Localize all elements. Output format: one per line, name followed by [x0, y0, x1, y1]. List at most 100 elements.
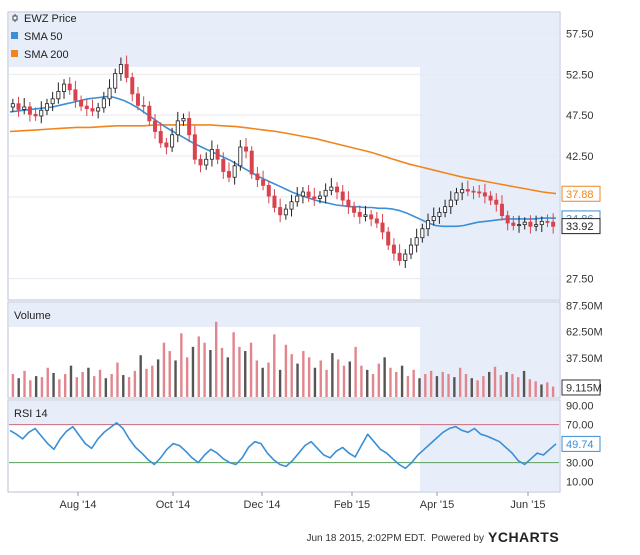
volume-bar: [511, 374, 514, 397]
candle: [454, 187, 459, 206]
volume-bar: [185, 357, 189, 397]
candle-body: [374, 218, 379, 224]
candle-body: [39, 109, 44, 117]
price-tick-label: 52.50: [566, 69, 594, 81]
candle: [448, 191, 453, 215]
legend-item-sma50: SMA 50: [11, 31, 63, 43]
volume-bar: [395, 371, 398, 397]
volume-bar: [488, 371, 491, 397]
volume-bar: [116, 362, 119, 397]
candle-body: [244, 146, 249, 152]
volume-bar: [307, 357, 311, 397]
candle-body: [67, 83, 72, 91]
candle: [329, 178, 334, 196]
candle-body: [477, 191, 482, 194]
candle-body: [249, 150, 254, 175]
candle: [374, 211, 379, 228]
rsi-value-badges: 49.74: [561, 435, 601, 452]
candle: [477, 185, 482, 198]
candle: [118, 57, 123, 81]
candle: [335, 182, 340, 200]
volume-bar: [98, 369, 102, 397]
volume-bar: [482, 376, 485, 397]
candle-body: [50, 98, 55, 105]
candle: [124, 55, 129, 83]
candle: [363, 205, 368, 222]
volume-bar: [354, 346, 357, 397]
candle-body: [300, 191, 305, 197]
candle: [67, 77, 72, 95]
ycharts-logo[interactable]: YCHARTS: [488, 529, 559, 545]
price-tick-label: 42.50: [566, 151, 594, 163]
candle-body: [170, 134, 175, 148]
volume-bar: [180, 333, 183, 397]
volume-bar: [435, 376, 439, 397]
volume-bar: [11, 374, 15, 397]
candle-body: [283, 208, 288, 216]
volume-bar: [331, 353, 334, 397]
legend-item-price: EWZ Price: [12, 13, 77, 25]
volume-bar: [203, 342, 206, 397]
price-badge-text: 33.92: [566, 221, 594, 233]
candle: [465, 180, 470, 197]
candle: [181, 113, 186, 126]
candle-body: [192, 134, 197, 160]
sma50-swatch-icon: [11, 32, 18, 39]
volume-bar: [238, 346, 241, 397]
x-tick-label: Dec '14: [244, 499, 281, 511]
volume-bar: [505, 371, 508, 397]
candle-body: [397, 252, 402, 261]
candle: [170, 127, 175, 152]
candle: [522, 217, 527, 230]
volume-bar: [197, 336, 200, 397]
volume-bar: [267, 362, 270, 397]
volume-bar: [17, 378, 20, 397]
candle: [295, 187, 300, 207]
candle-body: [79, 100, 84, 107]
candle-body: [369, 214, 374, 220]
candle-body: [56, 91, 61, 100]
candle: [391, 238, 396, 261]
candle: [10, 98, 15, 112]
price-gridlines: [9, 32, 559, 280]
volume-bar: [458, 367, 462, 397]
candle-body: [534, 224, 539, 227]
candle: [96, 102, 101, 119]
candle-body: [528, 221, 533, 227]
volume-bar: [209, 350, 212, 397]
candle: [517, 215, 522, 233]
candle-body: [323, 189, 328, 197]
x-tick-label: Aug '14: [60, 499, 97, 511]
price-badge-text: 37.88: [566, 189, 594, 201]
candle: [323, 183, 328, 204]
candle-body: [158, 131, 163, 144]
candle-body: [221, 158, 226, 172]
candle: [113, 68, 118, 94]
volume-bars: [11, 321, 555, 397]
candle: [221, 152, 226, 179]
candle-body: [465, 189, 470, 192]
candle: [141, 96, 146, 114]
candle: [130, 72, 135, 102]
volume-bar: [81, 371, 84, 397]
candle-body: [386, 231, 391, 246]
rsi-badge: 49.74: [561, 435, 601, 452]
candle-body: [33, 113, 38, 117]
x-tick-label: Feb '15: [334, 499, 370, 511]
candle-body: [329, 186, 334, 191]
candle: [249, 146, 254, 179]
candle-body: [27, 106, 32, 115]
candle: [244, 138, 249, 159]
candle-body: [238, 146, 243, 167]
candle: [357, 205, 362, 224]
sma200-line: [9, 124, 557, 195]
candle-body: [295, 195, 300, 203]
volume-title-band: [9, 303, 420, 327]
volume-bar: [348, 361, 351, 397]
candle: [90, 99, 95, 116]
candle: [272, 189, 277, 213]
candle-body: [130, 77, 135, 95]
x-tick-label: Jun '15: [510, 499, 545, 511]
x-tick-label: Apr '15: [420, 499, 455, 511]
